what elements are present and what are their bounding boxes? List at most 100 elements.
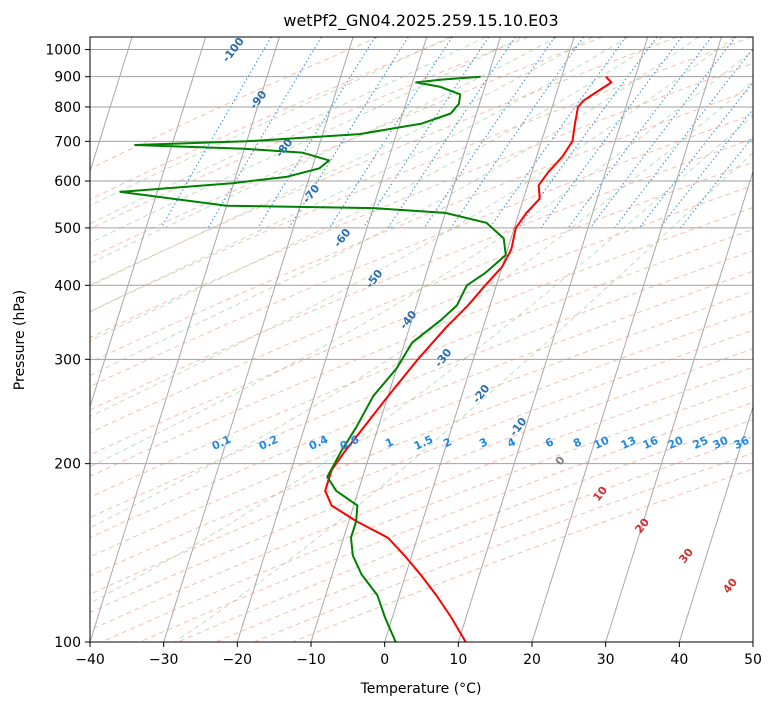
- mixing-ratio-line: [659, 108, 753, 229]
- moist-adiabat: [90, 37, 700, 376]
- x-axis-label: Temperature (°C): [360, 681, 482, 697]
- y-tick-label: 1000: [45, 43, 81, 59]
- isotherm-label: -10: [507, 415, 530, 439]
- x-tick-label: 40: [670, 652, 688, 668]
- mixing-ratio-label: 13: [619, 434, 638, 452]
- mixing-ratio-label: 10: [592, 434, 612, 452]
- isotherm-gridline: [457, 37, 649, 642]
- mixing-ratio-line: [329, 37, 453, 229]
- isotherm-label: 10: [590, 484, 610, 504]
- isotherm-gridline: [752, 640, 753, 642]
- dry-adiabat: [90, 138, 753, 411]
- moist-adiabat: [90, 37, 664, 342]
- mixing-ratio-line: [517, 37, 658, 229]
- moist-adiabat: [90, 114, 753, 604]
- isotherm-label: 40: [720, 576, 740, 596]
- mixing-ratio-line: [423, 37, 556, 229]
- background-lines: [90, 37, 753, 642]
- dry-adiabat: [101, 384, 753, 642]
- isotherm-gridline: [90, 37, 207, 409]
- dry-adiabat: [90, 37, 752, 313]
- dry-adiabat: [90, 329, 753, 595]
- isotherm-label: 30: [676, 546, 696, 566]
- grid-lines: [0, 37, 753, 642]
- mixing-ratio-line: [362, 37, 490, 229]
- mixing-ratio-label: 0.2: [257, 433, 280, 453]
- mixing-ratio-line: [680, 135, 753, 229]
- dry-adiabat: [90, 290, 753, 558]
- dry-adiabat: [90, 37, 379, 170]
- mixing-ratio-label: 16: [641, 434, 661, 452]
- dewpoint-profile-line: [119, 75, 507, 642]
- dry-adiabat: [90, 207, 753, 477]
- dry-adiabat: [292, 468, 753, 642]
- mixing-ratio-label: 3: [477, 435, 489, 450]
- moist-adiabat: [90, 37, 450, 207]
- mixing-ratio-line: [489, 37, 627, 229]
- x-axis-ticks: −40 −30 −20 −10 0 10 20 30 40 50: [75, 642, 762, 668]
- y-tick-label: 300: [54, 352, 81, 368]
- isotherm-label: 20: [632, 516, 652, 536]
- plot-frame: [89, 36, 754, 643]
- mixing-ratio-line: [288, 37, 409, 229]
- x-tick-label: −40: [75, 652, 105, 668]
- mixing-ratio-label: 0.4: [307, 433, 330, 453]
- moist-adiabat: [90, 80, 753, 529]
- x-tick-label: 20: [523, 652, 541, 668]
- mixing-ratio-label: 2: [441, 435, 453, 450]
- mixing-ratio-label: 20: [666, 434, 686, 452]
- mixing-ratio-label: 25: [691, 434, 710, 452]
- mixing-ratio-line: [540, 37, 683, 229]
- isotherm-label: 0: [553, 454, 568, 468]
- dry-adiabat: [90, 161, 753, 434]
- isotherm-label: -50: [363, 267, 386, 291]
- mixing-ratio-label: 30: [711, 434, 731, 452]
- isotherm-gridline: [90, 37, 280, 642]
- dry-adiabat: [139, 401, 753, 642]
- dry-adiabat: [90, 310, 753, 577]
- isotherm-gridline: [384, 37, 575, 642]
- isopleth-labels: -100-90-80-70-60-50-40-30-20-10010203040…: [210, 35, 752, 596]
- dry-adiabat: [90, 348, 753, 613]
- x-tick-label: 50: [744, 652, 762, 668]
- y-tick-label: 100: [54, 635, 81, 651]
- y-tick-label: 400: [54, 278, 81, 294]
- mixing-ratio-line: [567, 37, 712, 229]
- y-tick-label: 700: [54, 134, 81, 150]
- moist-adiabat: [90, 37, 522, 244]
- x-tick-label: 10: [449, 652, 467, 668]
- isotherm-gridline: [678, 405, 753, 642]
- mixing-ratio-label: 0.1: [210, 433, 233, 453]
- y-tick-label: 500: [54, 221, 81, 237]
- temperature-profile-line: [324, 76, 613, 642]
- isotherm-label: -20: [470, 382, 493, 406]
- moist-adiabat: [90, 50, 753, 468]
- mixing-ratio-line: [387, 37, 516, 229]
- x-tick-label: 0: [380, 652, 389, 668]
- y-tick-label: 900: [54, 70, 81, 86]
- isotherm-gridline: [236, 37, 428, 642]
- mixing-ratio-line: [638, 81, 753, 229]
- dry-adiabat: [90, 37, 678, 286]
- isotherm-gridline: [0, 37, 58, 642]
- dry-adiabat: [90, 88, 753, 363]
- y-tick-label: 800: [54, 100, 81, 116]
- dry-adiabat: [90, 366, 753, 631]
- isotherm-gridline: [605, 169, 753, 642]
- moist-adiabat: [90, 37, 735, 418]
- dry-adiabat: [90, 113, 753, 388]
- mixing-ratio-label: 1: [383, 435, 395, 450]
- mixing-ratio-line: [589, 37, 737, 229]
- isotherm-label: -70: [300, 182, 323, 206]
- mixing-ratio-label: 8: [571, 435, 583, 450]
- series-lines: [119, 75, 613, 642]
- dry-adiabat: [90, 184, 753, 456]
- x-tick-label: −20: [223, 652, 253, 668]
- dry-adiabat: [90, 37, 528, 230]
- isotherm-label: -90: [247, 88, 270, 112]
- chart-title: wetPf2_GN04.2025.259.15.10.E03: [283, 11, 558, 31]
- dry-adiabat: [90, 270, 753, 539]
- moist-adiabat: [90, 37, 593, 287]
- moist-adiabat: [174, 152, 753, 642]
- moist-adiabat: [90, 37, 629, 313]
